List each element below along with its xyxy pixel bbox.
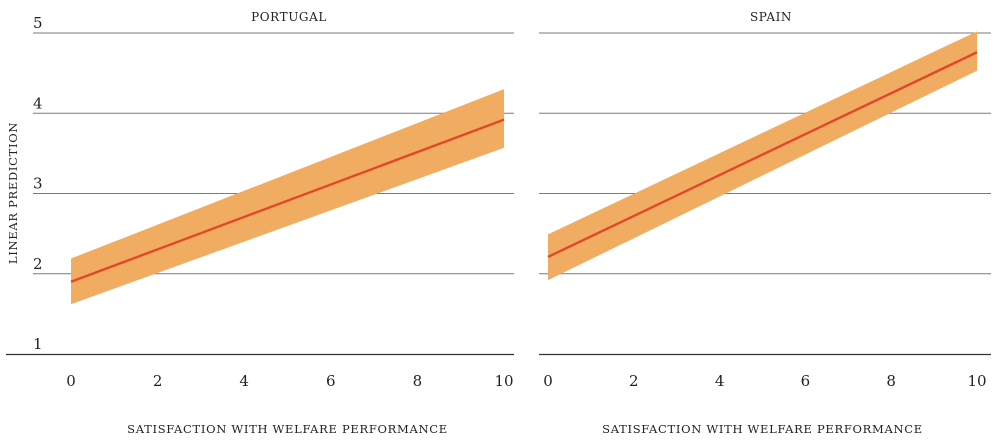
y-tick-label-4: 4 xyxy=(33,94,43,112)
y-tick-label-5: 5 xyxy=(33,14,43,32)
panel-title: PORTUGAL xyxy=(251,10,327,24)
x-tick-label-8: 8 xyxy=(886,372,896,390)
y-tick-label-1: 1 xyxy=(33,335,43,353)
y-axis-title: LINEAR PREDICTION xyxy=(6,122,20,264)
x-tick-label-6: 6 xyxy=(801,372,811,390)
x-tick-label-4: 4 xyxy=(239,372,249,390)
x-tick-label-2: 2 xyxy=(629,372,639,390)
x-tick-label-8: 8 xyxy=(413,372,423,390)
x-tick-label-10: 10 xyxy=(967,372,986,390)
x-tick-label-0: 0 xyxy=(66,372,76,390)
prediction-line-0 xyxy=(547,51,978,258)
x-tick-label-4: 4 xyxy=(715,372,725,390)
prediction-line-0 xyxy=(70,118,505,283)
x-tick-label-6: 6 xyxy=(326,372,336,390)
panel-spain: 0 2 4 6 8 10 SPAIN SATISFACTION WITH WELFARE PE… xyxy=(539,10,991,436)
panel-portugal: 1 2 3 4 5 0 2 4 6 8 10 PORTUGAL SATISFACTION WITH WE… xyxy=(6,10,514,436)
confidence-band-0 xyxy=(71,89,504,305)
x-tick-label-0: 0 xyxy=(543,372,553,390)
x-tick-label-10: 10 xyxy=(494,372,513,390)
panel-title: SPAIN xyxy=(750,10,792,24)
x-axis-title: SATISFACTION WITH WELFARE PERFORMANCE xyxy=(602,422,923,436)
x-axis-title: SATISFACTION WITH WELFARE PERFORMANCE xyxy=(127,422,448,436)
y-tick-label-2: 2 xyxy=(33,255,43,273)
y-tick-label-3: 3 xyxy=(33,175,43,193)
x-tick-label-2: 2 xyxy=(153,372,163,390)
